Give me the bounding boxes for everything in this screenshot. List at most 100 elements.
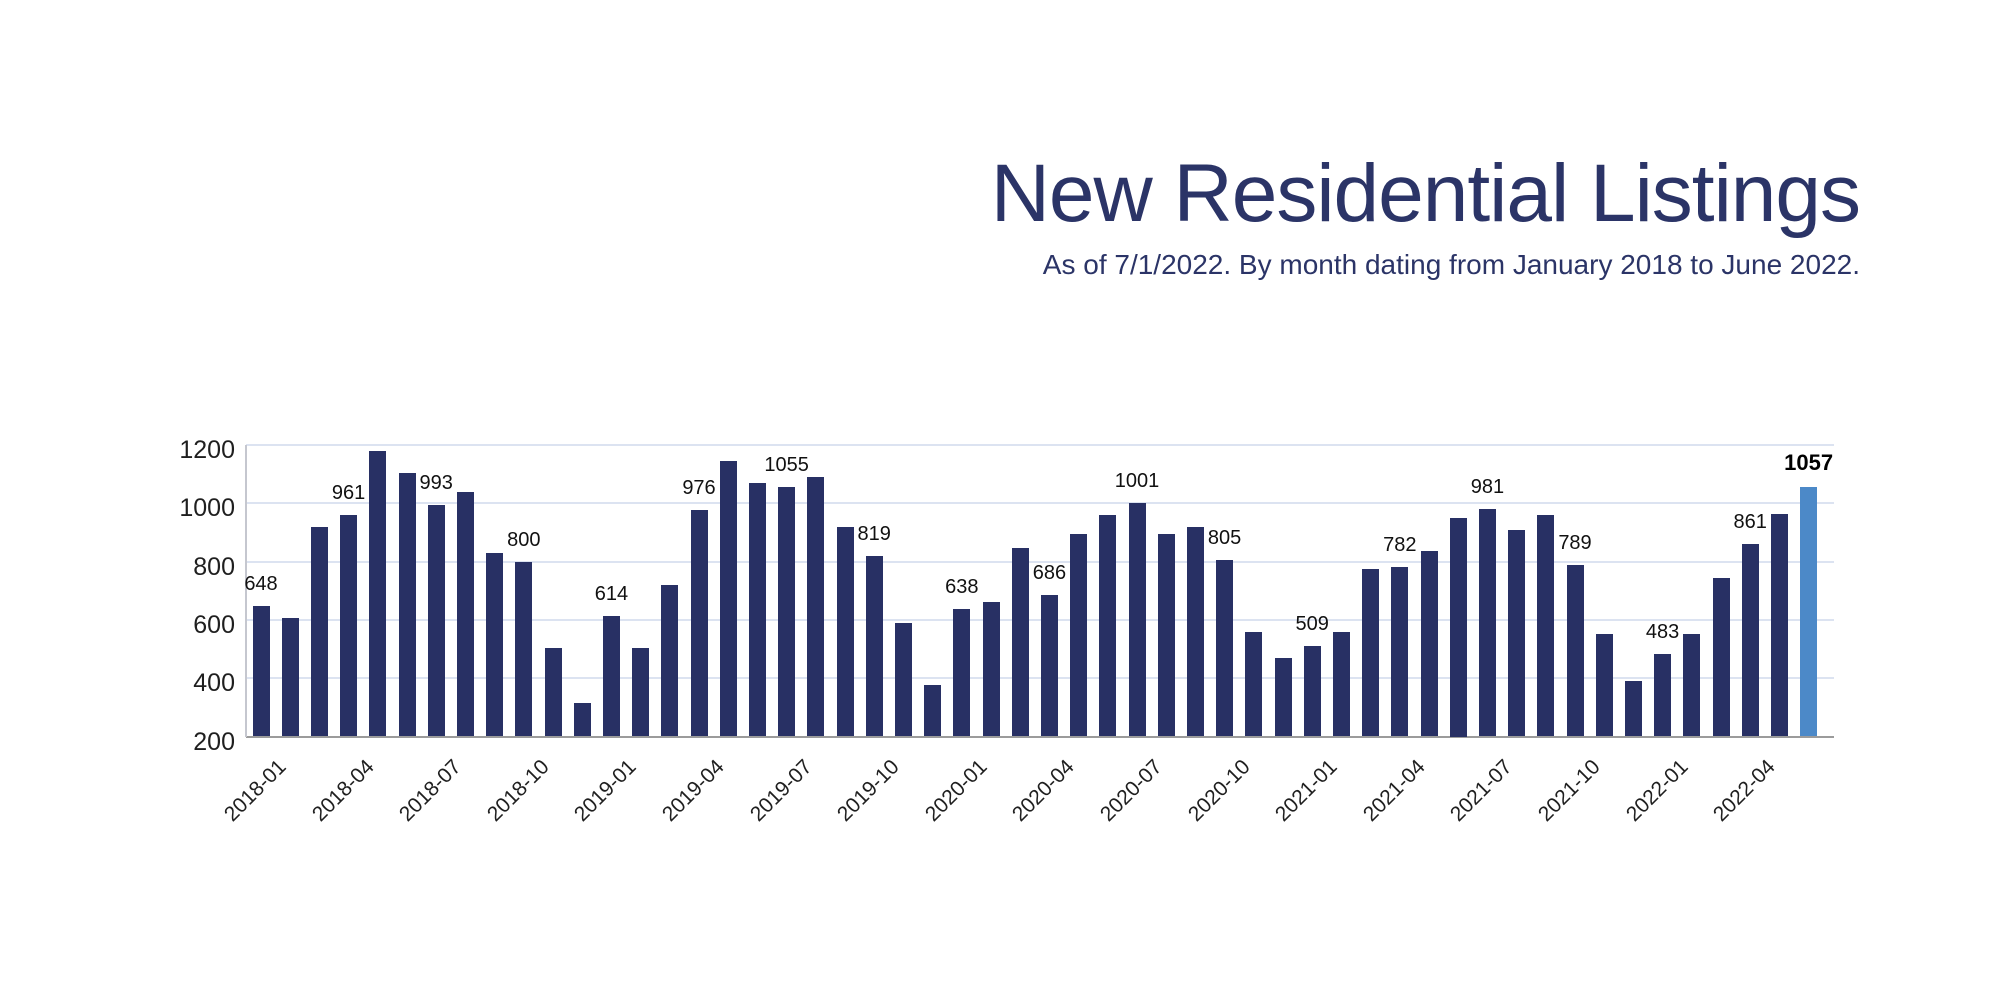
x-tick-label: 2020-04: [1008, 755, 1079, 827]
bar-2021-10: [1566, 564, 1584, 737]
bar-2019-10: [865, 556, 883, 737]
bar-value-label: 819: [857, 523, 891, 546]
bar-value-label: 981: [1470, 475, 1505, 498]
x-tick-label: 2020-01: [920, 755, 992, 827]
x-tick-label: 2020-07: [1095, 755, 1167, 827]
y-tick-label: 200: [193, 727, 235, 756]
bar-2018-03: [310, 526, 328, 737]
bar-2018-01: [252, 605, 270, 737]
bar-value-label: 509: [1295, 613, 1329, 636]
bar-2022-05: [1770, 513, 1788, 737]
bar-value-label: 614: [594, 582, 629, 605]
bar-value-label: 961: [331, 481, 366, 504]
bar-2018-02: [281, 618, 299, 737]
bar-2018-08: [456, 491, 474, 737]
x-tick-label: 2018-04: [307, 755, 379, 827]
bar-2021-12: [1624, 681, 1642, 737]
x-tick-label: 2019-01: [570, 755, 641, 827]
bar-value-label: 789: [1558, 531, 1592, 554]
bar-2019-12: [924, 685, 942, 737]
bar-2019-09: [836, 526, 854, 737]
x-tick-label: 2021-10: [1533, 755, 1605, 827]
bar-2022-01: [1654, 654, 1672, 737]
bar-2018-05: [369, 450, 387, 737]
bar-2020-06: [1099, 514, 1117, 737]
x-tick-label: 2018-07: [394, 755, 466, 827]
bar-2020-02: [982, 602, 1000, 737]
bar-value-label: 1055: [764, 454, 809, 477]
y-tick-label: 400: [193, 669, 235, 698]
x-tick-label: 2018-10: [482, 755, 554, 827]
bar-2019-01: [602, 615, 620, 737]
bar-2021-06: [1449, 517, 1467, 737]
bar-value-label: 638: [945, 575, 979, 598]
grid-line: [246, 560, 1834, 563]
bar-2022-02: [1683, 634, 1701, 737]
bar-2020-04: [1040, 594, 1058, 737]
bar-value-label: 993: [419, 472, 453, 495]
bar-2020-09: [1186, 526, 1204, 737]
bar-2018-12: [573, 702, 591, 737]
bar-2021-01: [1303, 646, 1321, 737]
bar-2019-05: [719, 461, 737, 737]
bar-2021-09: [1537, 514, 1555, 737]
bar-2020-01: [953, 608, 971, 737]
y-tick-label: 800: [193, 552, 235, 581]
x-tick-label: 2018-01: [219, 755, 291, 827]
bar-2019-02: [632, 647, 650, 737]
bar-2022-06: [1800, 486, 1818, 737]
bar-2022-03: [1712, 577, 1730, 737]
x-tick-label: 2019-10: [832, 755, 904, 827]
bar-2019-07: [778, 487, 796, 737]
bar-2018-07: [427, 505, 445, 737]
bar-2019-04: [690, 510, 708, 737]
y-tick-label: 1000: [179, 494, 235, 523]
x-tick-label: 2021-07: [1446, 755, 1517, 827]
bar-2020-12: [1274, 657, 1292, 737]
bar-2022-04: [1741, 543, 1759, 737]
bar-value-label: 782: [1383, 533, 1417, 556]
chart-subtitle: As of 7/1/2022. By month dating from Jan…: [1042, 249, 1860, 280]
y-tick-label: 1200: [179, 436, 235, 464]
bar-value-label: 1001: [1114, 470, 1160, 492]
chart-header: New Residential Listings As of 7/1/2022.…: [990, 148, 1861, 282]
bar-2020-05: [1070, 533, 1088, 737]
x-tick-label: 2019-07: [745, 755, 817, 827]
grid-line: [246, 502, 1834, 505]
x-axis-line: [246, 735, 1834, 738]
bar-2019-08: [807, 477, 825, 737]
bar-2018-11: [544, 647, 562, 737]
grid-line: [246, 444, 1834, 446]
bar-2020-08: [1157, 533, 1175, 737]
bar-2018-10: [515, 561, 533, 737]
bar-2021-08: [1508, 529, 1526, 737]
bar-2018-06: [398, 472, 416, 737]
bar-2021-05: [1420, 551, 1438, 737]
bar-2019-06: [748, 482, 766, 737]
bar-2021-03: [1362, 568, 1380, 737]
x-tick-label: 2021-04: [1358, 755, 1430, 827]
bar-value-label: 805: [1207, 527, 1242, 550]
y-axis-line: [245, 445, 247, 737]
chart-title: New Residential Listings: [990, 148, 1861, 239]
x-tick-label: 2022-01: [1621, 755, 1693, 827]
bar-2021-02: [1332, 631, 1350, 737]
bar-value-label: 483: [1645, 621, 1680, 643]
bar-2020-11: [1245, 631, 1263, 737]
bar-value-label: 1057: [1784, 449, 1834, 475]
grid-line: [246, 618, 1834, 621]
bar-2021-04: [1391, 566, 1409, 737]
x-tick-label: 2019-04: [657, 755, 729, 827]
bar-2021-11: [1595, 634, 1613, 737]
x-tick-label: 2021-01: [1270, 755, 1342, 827]
grid-line: [246, 677, 1834, 680]
bar-value-label: 648: [244, 572, 278, 595]
x-tick-label: 2022-04: [1708, 755, 1780, 827]
bar-value-label: 861: [1733, 510, 1767, 533]
bar-2021-07: [1478, 508, 1496, 737]
bar-2020-03: [1011, 548, 1029, 737]
bar-value-label: 800: [507, 528, 541, 551]
y-tick-label: 600: [193, 610, 235, 639]
